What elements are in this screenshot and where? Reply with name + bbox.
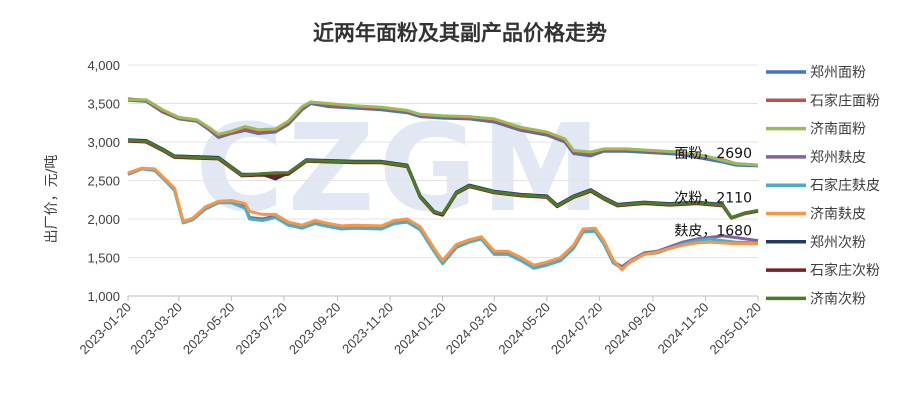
legend-entry: 石家庄麸皮 (810, 177, 880, 194)
x-tick-label: 2024-05-20 (495, 300, 553, 358)
chart-title: 近两年面粉及其副产品价格走势 (313, 21, 607, 45)
grid-lines (128, 64, 758, 297)
annotation-label: 面粉，2690 (674, 146, 752, 162)
legend-entry: 济南麸皮 (810, 207, 866, 223)
x-tick-label: 2023-09-20 (286, 300, 344, 358)
annotation-label: 次粉，2110 (674, 191, 752, 207)
x-tick-label: 2024-11-20 (655, 300, 712, 357)
y-tick-label: 2,500 (87, 174, 120, 189)
x-tick-label: 2023-07-20 (232, 300, 290, 358)
legend-entry: 郑州次粉 (810, 235, 866, 251)
series-line (127, 139, 759, 220)
y-tick-label: 1,000 (87, 289, 120, 304)
y-axis-ticks: 1,000 1,500 2,000 2,500 3,000 3,500 4,000 (87, 58, 120, 304)
series-lines (127, 97, 759, 272)
x-tick-label: 2024-09-20 (601, 300, 659, 358)
y-tick-label: 2,000 (87, 212, 120, 227)
legend-entry: 郑州麸皮 (810, 150, 866, 166)
annotations: 面粉，2690 次粉，2110 麸皮，1680 (674, 146, 752, 240)
annotation-label: 麸皮，1680 (674, 224, 752, 240)
x-tick-label: 2024-01-20 (391, 300, 449, 358)
x-tick-label: 2023-11-20 (339, 300, 396, 357)
y-tick-label: 4,000 (87, 58, 120, 73)
x-tick-label: 2023-01-20 (76, 300, 134, 358)
x-axis-ticks: 2023-01-202023-03-202023-05-202023-07-20… (76, 296, 764, 357)
x-tick-label: 2023-05-20 (180, 300, 238, 358)
series-line (128, 98, 759, 167)
legend-entry: 济南次粉 (810, 291, 866, 307)
x-tick-label: 2024-07-20 (548, 300, 606, 358)
legend-entry: 郑州面粉 (810, 65, 866, 81)
legend-entry: 济南面粉 (810, 122, 866, 138)
legend-entry: 石家庄面粉 (810, 92, 880, 109)
series-line (127, 166, 758, 272)
legend-entry: 石家庄次粉 (810, 262, 880, 279)
x-tick-label: 2023-03-20 (127, 300, 185, 358)
y-axis-label: 出厂价，元/吨 (44, 155, 60, 244)
y-tick-label: 1,500 (87, 251, 120, 266)
y-tick-label: 3,000 (87, 135, 120, 150)
x-tick-label: 2025-01-20 (706, 300, 764, 358)
y-tick-label: 3,500 (87, 97, 120, 112)
x-tick-label: 2024-03-20 (443, 300, 501, 358)
